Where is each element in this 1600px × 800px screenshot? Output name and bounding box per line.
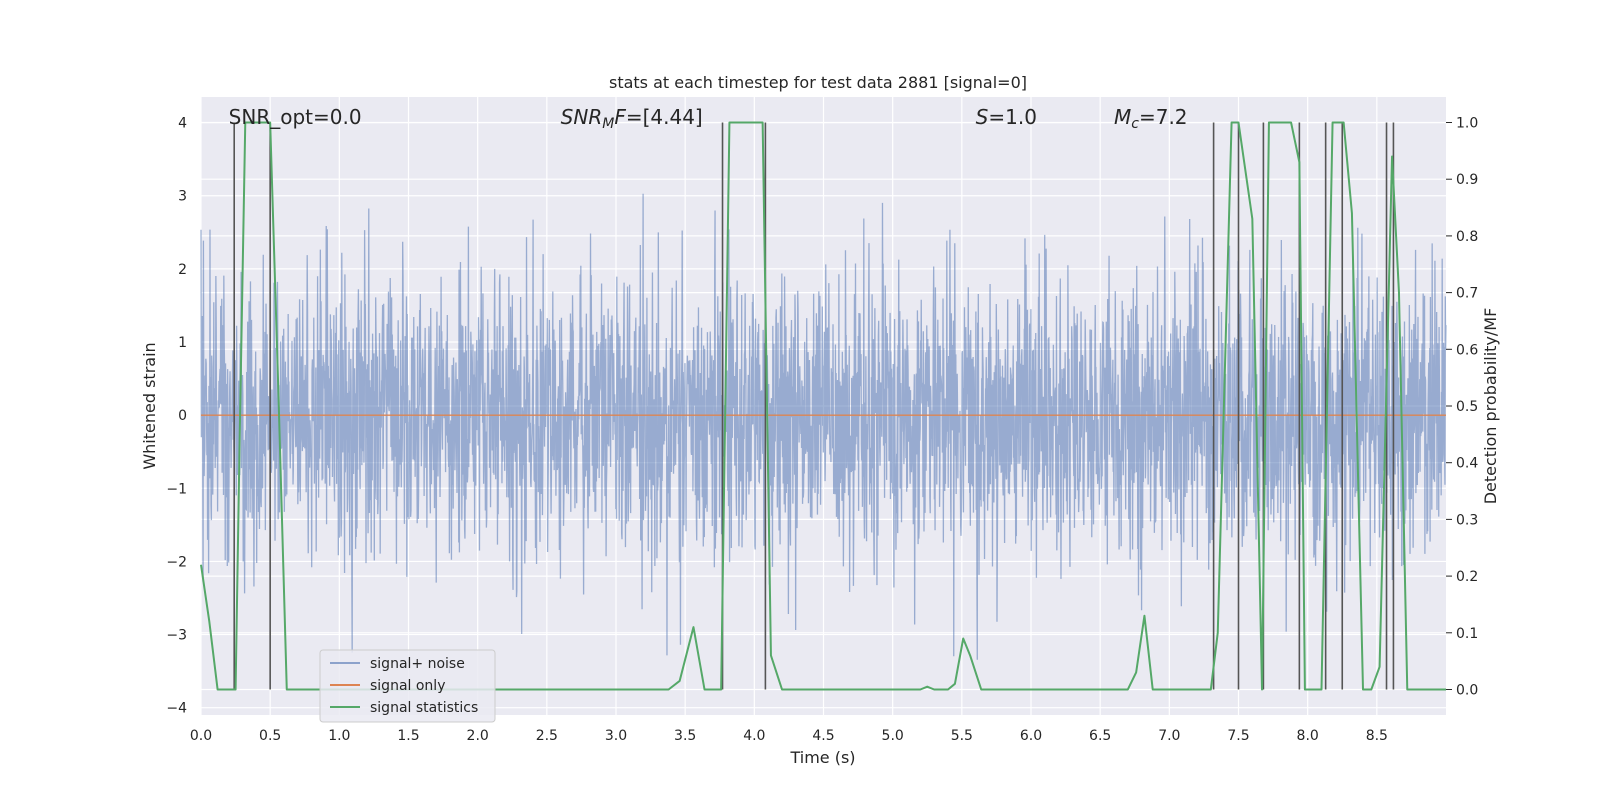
y-tick-label-0: −4 (166, 701, 187, 717)
y-tick-label-1: −3 (166, 628, 187, 644)
x-tick-label-12: 6.0 (1020, 728, 1042, 744)
y2-axis-label: Detection probability/MF (1481, 308, 1500, 505)
x-tick-label-10: 5.0 (882, 728, 904, 744)
annotation-snr-mf: SNRMF=[4.44] (561, 105, 703, 132)
y2-tick-label-9: 0.9 (1456, 172, 1478, 188)
y2-tick-label-1: 0.1 (1456, 626, 1478, 642)
legend-label-2: signal statistics (370, 700, 478, 716)
x-axis-label: Time (s) (789, 748, 855, 767)
x-tick-label-0: 0.0 (190, 728, 212, 744)
y2-tick-label-8: 0.8 (1456, 229, 1478, 245)
y2-tick-label-0: 0.0 (1456, 682, 1478, 698)
x-tick-label-8: 4.0 (743, 728, 765, 744)
x-tick-label-13: 6.5 (1089, 728, 1111, 744)
y2-tick-label-7: 0.7 (1456, 286, 1478, 302)
x-axis: 0.0 0.5 1.0 1.5 2.0 2.5 3.0 3.5 4.0 4.5 5.0 5.5 6.0 6… (190, 728, 1388, 744)
y2-tick-label-10: 1.0 (1456, 116, 1478, 132)
x-tick-label-4: 2.0 (467, 728, 489, 744)
y2-tick-label-5: 0.5 (1456, 399, 1478, 415)
x-tick-label-6: 3.0 (605, 728, 627, 744)
legend: signal+ noise signal only signal statistic… (319, 649, 496, 723)
annotation-s: S=1.0 (976, 105, 1037, 129)
y2-tick-label-2: 0.2 (1456, 569, 1478, 585)
x-tick-label-3: 1.5 (397, 728, 419, 744)
y-axis-label: Whitened strain (140, 342, 159, 469)
y-tick-label-3: −1 (166, 481, 187, 497)
y2-tick-label-4: 0.4 (1456, 456, 1478, 472)
x-tick-label-5: 2.5 (536, 728, 558, 744)
y-tick-label-7: 3 (178, 189, 187, 205)
legend-label-1: signal only (370, 678, 445, 694)
annotations: SNR_opt=0.0 SNRMF=[4.44] S=1.0 Mc=7.2 (229, 105, 1188, 132)
y-tick-label-8: 4 (178, 116, 187, 132)
y-tick-label-6: 2 (178, 262, 187, 278)
legend-box (319, 649, 496, 723)
chart-title: stats at each timestep for test data 288… (609, 73, 1027, 92)
y-tick-label-2: −2 (166, 554, 187, 570)
y-axis-left: −4 −3 −2 −1 0 1 2 3 4 (166, 116, 187, 717)
y2-tick-label-6: 0.6 (1456, 342, 1478, 358)
annotation-mc: Mc=7.2 (1114, 105, 1188, 132)
x-tick-label-16: 8.0 (1297, 728, 1319, 744)
y-tick-label-4: 0 (178, 408, 187, 424)
y-axis-right: 0.0 0.1 0.2 0.3 0.4 0.5 0.6 0.7 0.8 0.9 1.0 (1446, 116, 1478, 698)
x-tick-label-14: 7.0 (1158, 728, 1180, 744)
x-tick-label-1: 0.5 (259, 728, 281, 744)
y2-tick-label-3: 0.3 (1456, 512, 1478, 528)
x-tick-label-17: 8.5 (1366, 728, 1388, 744)
x-tick-label-7: 3.5 (674, 728, 696, 744)
x-tick-label-15: 7.5 (1227, 728, 1249, 744)
x-tick-label-2: 1.0 (328, 728, 350, 744)
x-tick-label-9: 4.5 (812, 728, 834, 744)
annotation-snr-opt: SNR_opt=0.0 (229, 105, 362, 129)
x-tick-label-11: 5.5 (951, 728, 973, 744)
y-tick-label-5: 1 (178, 335, 187, 351)
legend-label-0: signal+ noise (370, 656, 465, 672)
